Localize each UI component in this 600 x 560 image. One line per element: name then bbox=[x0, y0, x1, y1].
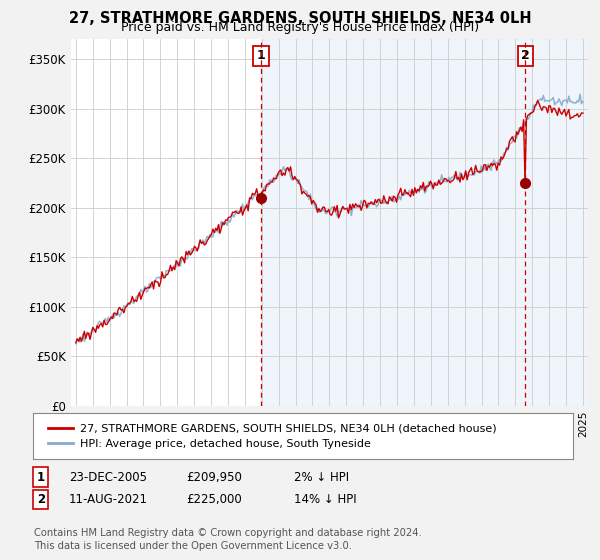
Text: 2% ↓ HPI: 2% ↓ HPI bbox=[294, 470, 349, 484]
Text: 11-AUG-2021: 11-AUG-2021 bbox=[69, 493, 148, 506]
Text: 23-DEC-2005: 23-DEC-2005 bbox=[69, 470, 147, 484]
Text: £225,000: £225,000 bbox=[186, 493, 242, 506]
Text: £209,950: £209,950 bbox=[186, 470, 242, 484]
Text: 27, STRATHMORE GARDENS, SOUTH SHIELDS, NE34 0LH: 27, STRATHMORE GARDENS, SOUTH SHIELDS, N… bbox=[68, 11, 532, 26]
Bar bbox=[261, 39, 588, 406]
Text: 2: 2 bbox=[37, 493, 45, 506]
Text: 2: 2 bbox=[521, 49, 530, 62]
Text: 14% ↓ HPI: 14% ↓ HPI bbox=[294, 493, 356, 506]
Text: Contains HM Land Registry data © Crown copyright and database right 2024.
This d: Contains HM Land Registry data © Crown c… bbox=[34, 528, 422, 550]
Text: Price paid vs. HM Land Registry's House Price Index (HPI): Price paid vs. HM Land Registry's House … bbox=[121, 21, 479, 34]
Text: 1: 1 bbox=[37, 470, 45, 484]
Legend: 27, STRATHMORE GARDENS, SOUTH SHIELDS, NE34 0LH (detached house), HPI: Average p: 27, STRATHMORE GARDENS, SOUTH SHIELDS, N… bbox=[44, 419, 500, 454]
Text: 1: 1 bbox=[257, 49, 266, 62]
